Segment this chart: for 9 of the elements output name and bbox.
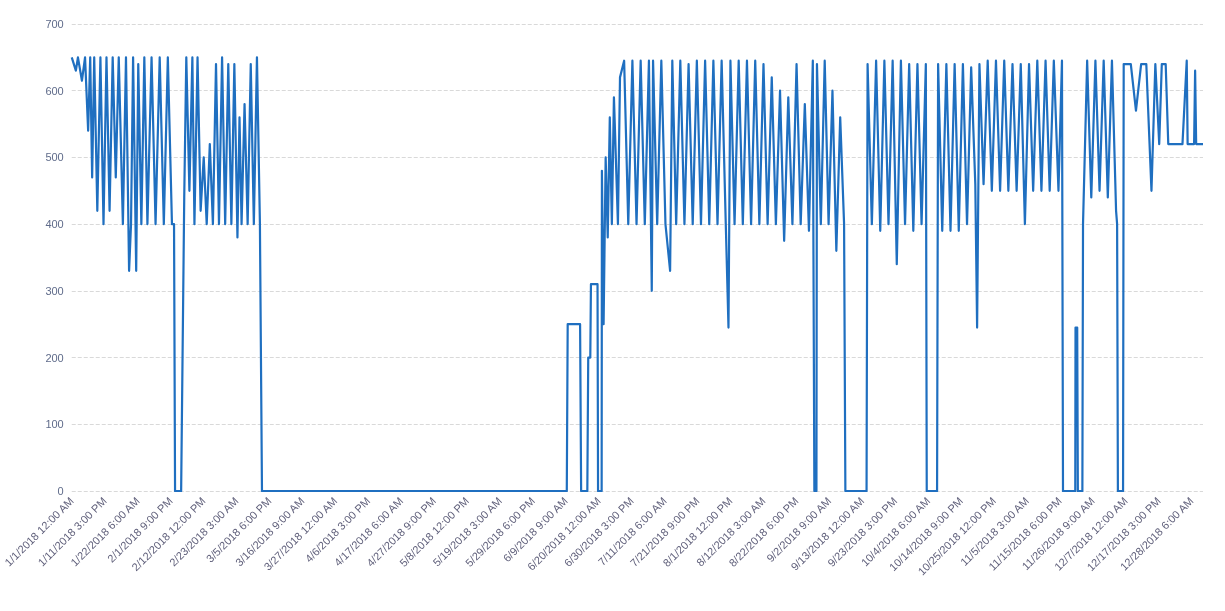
y-tick-label: 100 — [45, 418, 64, 431]
y-tick-label: 700 — [45, 18, 64, 30]
y-tick-label: 300 — [45, 284, 64, 297]
y-tick-label: 200 — [45, 351, 64, 364]
y-tick-label: 500 — [45, 151, 64, 164]
y-tick-label: 0 — [57, 485, 64, 497]
y-tick-label: 600 — [45, 84, 64, 97]
y-tick-label: 400 — [45, 218, 64, 231]
line-series — [70, 56, 1205, 493]
